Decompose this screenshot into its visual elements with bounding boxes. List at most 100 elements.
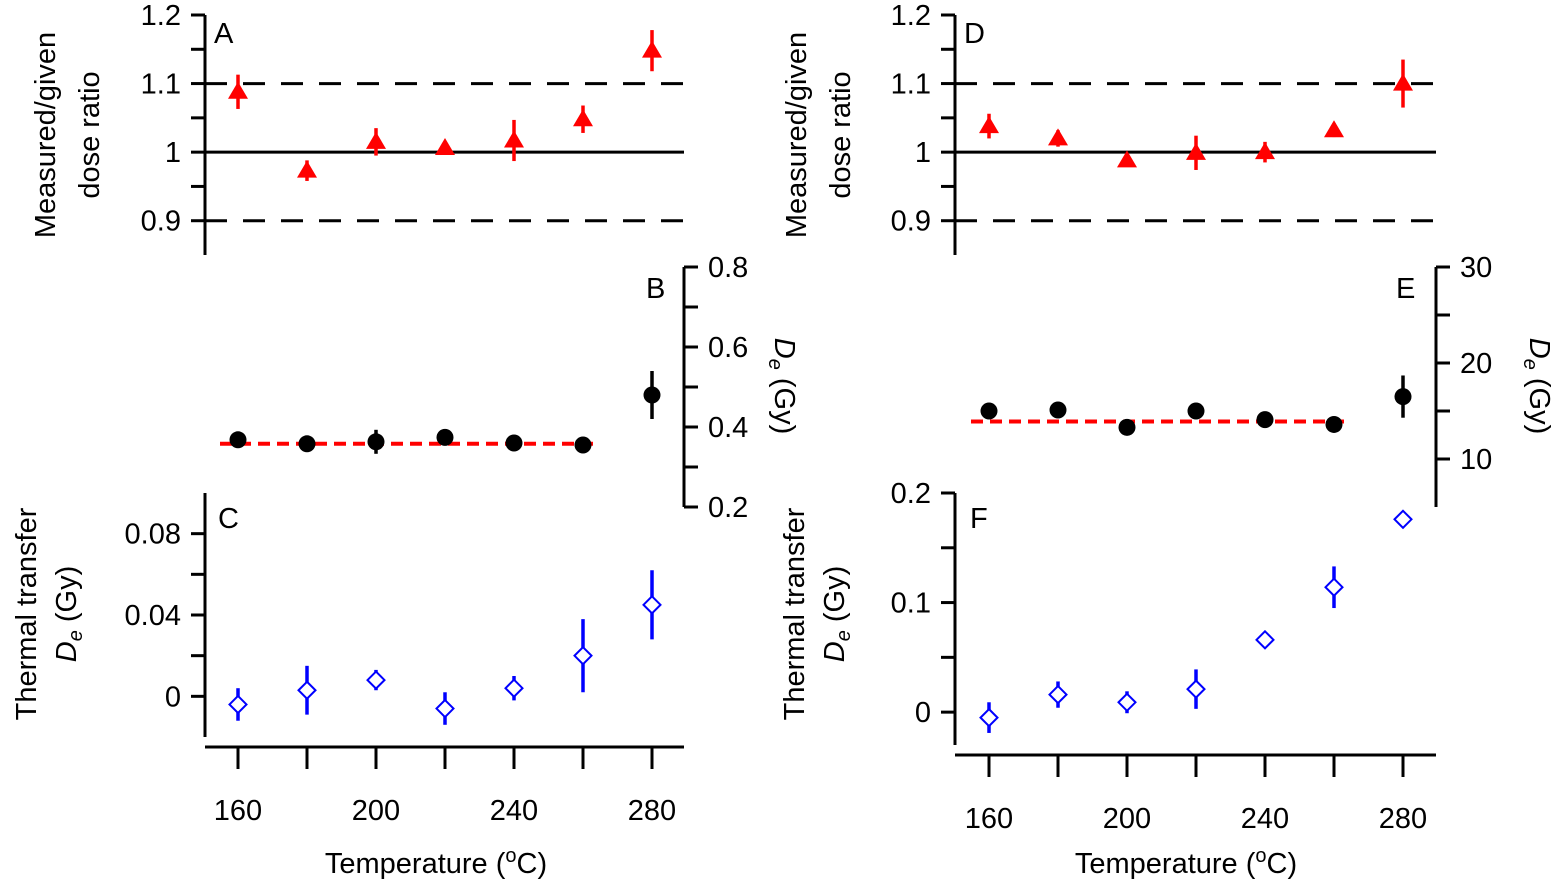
panel-e-point xyxy=(1325,415,1343,433)
ylabel-c-sub: e xyxy=(65,630,87,641)
panel-c-point xyxy=(573,645,593,666)
panel-f-ytick-label: 0 xyxy=(915,697,931,729)
marks-layer xyxy=(220,30,1413,733)
ylabel-b-text: De (Gy) xyxy=(764,338,800,435)
panel-d-ytick-label: 0.9 xyxy=(891,206,931,238)
ylabel-b-unit: (Gy) xyxy=(768,370,800,434)
panel-e-ytick-label: 10 xyxy=(1460,444,1492,476)
panel-d-ytick-label: 1.1 xyxy=(891,69,931,101)
panel-a-ytick-label: 1.1 xyxy=(141,69,181,101)
panel-c-xtick-label: 280 xyxy=(628,795,676,827)
panel-b-point xyxy=(505,434,523,452)
panel-b-point xyxy=(436,428,454,446)
xlabel-left-main: Temperature ( xyxy=(325,848,506,880)
panel-b-point xyxy=(643,386,661,404)
ylabel-b-sub: e xyxy=(764,359,786,370)
panel-c-ytick-label: 0 xyxy=(165,681,181,713)
panel-b-ytick-label: 0.4 xyxy=(708,412,748,444)
xlabel-right-end: C) xyxy=(1267,848,1298,880)
panel-label-a: A xyxy=(214,18,234,50)
ylabel-f-unit: (Gy) xyxy=(819,566,851,630)
panel-a-ytick-label: 1 xyxy=(165,137,181,169)
panel-f-ytick-label: 0.2 xyxy=(891,478,931,510)
panel-a-ytick-label: 0.9 xyxy=(141,206,181,238)
ylabel-a-line1: Measured/given xyxy=(30,32,62,238)
panel-b-ytick-label: 0.2 xyxy=(708,492,748,524)
panel-b-point xyxy=(298,435,316,453)
ylabel-e-sub: e xyxy=(1519,359,1541,370)
panel-f-point xyxy=(1048,684,1068,705)
panel-e-point xyxy=(1256,411,1274,429)
ylabel-f: Thermal transfer De (Gy) xyxy=(779,507,855,720)
panel-a-ytick-label: 1.2 xyxy=(141,0,181,32)
xlabel-left-end: C) xyxy=(517,848,548,880)
panel-f-point xyxy=(1117,692,1137,713)
ylabel-c-line2: De (Gy) xyxy=(51,566,87,663)
panel-f-xtick-label: 240 xyxy=(1241,803,1289,835)
panel-d-point xyxy=(1186,142,1206,160)
panel-label-e: E xyxy=(1396,273,1415,305)
panel-d-point xyxy=(979,116,999,134)
panel-f-point xyxy=(1255,629,1275,650)
panel-f-xtick-label: 280 xyxy=(1379,803,1427,835)
xlabel-left: Temperature (oC) xyxy=(325,845,547,880)
panel-e-ytick-label: 20 xyxy=(1460,348,1492,380)
ylabel-e: De (Gy) xyxy=(1519,338,1555,435)
ylabel-d-line1: Measured/given xyxy=(781,32,813,238)
panel-c-point xyxy=(297,680,317,701)
ylabel-f-d: D xyxy=(819,641,851,662)
ylabel-e-unit: (Gy) xyxy=(1523,370,1555,434)
ylabel-c-d: D xyxy=(51,641,83,662)
ylabel-e-text: De (Gy) xyxy=(1519,338,1555,435)
panel-c-point xyxy=(504,678,524,699)
panel-d-point xyxy=(1117,150,1137,168)
ylabel-c-unit: (Gy) xyxy=(51,566,83,630)
ylabel-d: Measured/given dose ratio xyxy=(781,32,857,238)
panel-d-point xyxy=(1048,128,1068,146)
ylabel-c-line1: Thermal transfer xyxy=(11,507,43,720)
panel-c-point xyxy=(435,698,455,719)
panel-e-point xyxy=(1394,388,1412,406)
panel-a-point xyxy=(228,81,248,99)
panel-d-ytick-label: 1 xyxy=(915,137,931,169)
panel-label-d: D xyxy=(964,18,985,50)
panel-a-point xyxy=(366,131,386,149)
ylabel-c: Thermal transfer De (Gy) xyxy=(11,507,87,720)
ylabel-b-d: D xyxy=(768,338,800,359)
panel-label-f: F xyxy=(970,503,988,535)
panel-b-point xyxy=(229,431,247,449)
panel-d-point xyxy=(1393,73,1413,91)
panel-a-point xyxy=(504,130,524,148)
panel-b-point xyxy=(367,433,385,451)
panel-c-ytick-label: 0.04 xyxy=(125,600,181,632)
panel-label-b: B xyxy=(646,273,665,305)
panel-e-point xyxy=(1049,401,1067,419)
panel-e-ytick-label: 30 xyxy=(1460,252,1492,284)
panel-c-xtick-label: 240 xyxy=(490,795,538,827)
xlabel-left-sup: o xyxy=(505,845,516,867)
panel-b-point xyxy=(574,436,592,454)
panel-a-point xyxy=(573,109,593,127)
panel-f-xtick-label: 160 xyxy=(965,803,1013,835)
panel-c-point xyxy=(228,694,248,715)
xlabel-right: Temperature (oC) xyxy=(1075,845,1297,880)
ylabel-e-d: D xyxy=(1523,338,1555,359)
panel-d-point xyxy=(1324,120,1344,138)
panel-e-point xyxy=(980,402,998,420)
panel-c-point xyxy=(366,670,386,690)
panel-d-point xyxy=(1255,142,1275,160)
panel-f-point xyxy=(979,707,999,728)
panel-b-ytick-label: 0.6 xyxy=(708,332,748,364)
ylabel-f-line1: Thermal transfer xyxy=(779,507,811,720)
panel-c-point xyxy=(642,594,662,615)
panel-c-ytick-label: 0.08 xyxy=(125,519,181,551)
panel-e-point xyxy=(1187,402,1205,420)
panel-label-c: C xyxy=(218,503,239,535)
ylabel-a: Measured/given dose ratio xyxy=(30,32,106,238)
panel-e-point xyxy=(1118,418,1136,436)
panel-b-ytick-label: 0.8 xyxy=(708,252,748,284)
ylabel-f-line2: De (Gy) xyxy=(819,566,855,663)
xlabel-right-sup: o xyxy=(1255,845,1266,867)
